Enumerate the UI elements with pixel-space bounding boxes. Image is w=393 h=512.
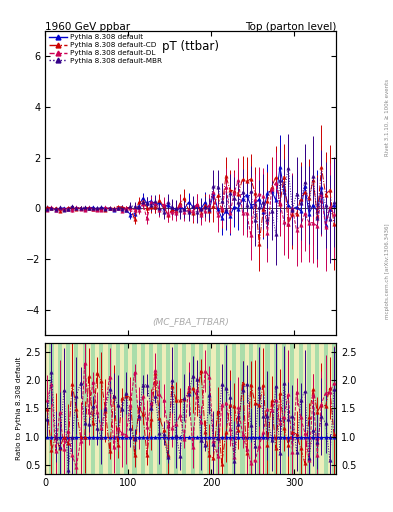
Bar: [290, 343, 294, 474]
Bar: [261, 343, 265, 474]
Bar: [79, 343, 83, 474]
Bar: [232, 343, 236, 474]
Bar: [278, 343, 282, 474]
Bar: [66, 343, 70, 474]
Bar: [323, 343, 328, 474]
Bar: [157, 343, 162, 474]
Text: pT (ttbar): pT (ttbar): [162, 40, 219, 53]
Text: Rivet 3.1.10, ≥ 100k events: Rivet 3.1.10, ≥ 100k events: [385, 79, 390, 156]
Bar: [274, 343, 278, 474]
Bar: [116, 343, 120, 474]
Bar: [99, 343, 103, 474]
Bar: [74, 343, 79, 474]
Bar: [328, 343, 332, 474]
Bar: [253, 343, 257, 474]
Bar: [141, 343, 145, 474]
Bar: [58, 343, 62, 474]
Bar: [320, 343, 323, 474]
Bar: [303, 343, 307, 474]
Bar: [103, 343, 108, 474]
Bar: [120, 343, 124, 474]
Y-axis label: Ratio to Pythia 8.308 default: Ratio to Pythia 8.308 default: [16, 357, 22, 460]
Bar: [132, 343, 137, 474]
Bar: [249, 343, 253, 474]
Bar: [87, 343, 91, 474]
Bar: [137, 343, 141, 474]
Bar: [166, 343, 170, 474]
Bar: [108, 343, 112, 474]
Bar: [311, 343, 315, 474]
Bar: [294, 343, 299, 474]
Bar: [170, 343, 174, 474]
Bar: [153, 343, 157, 474]
Bar: [112, 343, 116, 474]
Bar: [215, 343, 220, 474]
Bar: [315, 343, 320, 474]
Bar: [83, 343, 87, 474]
Bar: [257, 343, 261, 474]
Bar: [124, 343, 128, 474]
Bar: [128, 343, 132, 474]
Bar: [199, 343, 203, 474]
Bar: [195, 343, 199, 474]
Text: Top (parton level): Top (parton level): [244, 22, 336, 32]
Bar: [174, 343, 178, 474]
Bar: [211, 343, 215, 474]
Bar: [224, 343, 228, 474]
Bar: [95, 343, 99, 474]
Bar: [91, 343, 95, 474]
Bar: [70, 343, 74, 474]
Bar: [178, 343, 182, 474]
Bar: [203, 343, 207, 474]
Bar: [286, 343, 290, 474]
Bar: [220, 343, 224, 474]
Bar: [270, 343, 274, 474]
Bar: [265, 343, 270, 474]
Bar: [282, 343, 286, 474]
Text: (MC_FBA_TTBAR): (MC_FBA_TTBAR): [152, 317, 229, 326]
Bar: [299, 343, 303, 474]
Bar: [332, 343, 336, 474]
Bar: [307, 343, 311, 474]
Bar: [62, 343, 66, 474]
Bar: [182, 343, 186, 474]
Bar: [145, 343, 149, 474]
Bar: [53, 343, 58, 474]
Legend: Pythia 8.308 default, Pythia 8.308 default-CD, Pythia 8.308 default-DL, Pythia 8: Pythia 8.308 default, Pythia 8.308 defau…: [48, 33, 163, 66]
Bar: [236, 343, 241, 474]
Bar: [149, 343, 153, 474]
Text: mcplots.cern.ch [arXiv:1306.3436]: mcplots.cern.ch [arXiv:1306.3436]: [385, 224, 390, 319]
Text: 1960 GeV ppbar: 1960 GeV ppbar: [45, 22, 130, 32]
Bar: [241, 343, 244, 474]
Bar: [50, 343, 53, 474]
Bar: [45, 343, 50, 474]
Bar: [228, 343, 232, 474]
Bar: [186, 343, 191, 474]
Bar: [207, 343, 211, 474]
Bar: [191, 343, 195, 474]
Bar: [162, 343, 166, 474]
Bar: [244, 343, 249, 474]
